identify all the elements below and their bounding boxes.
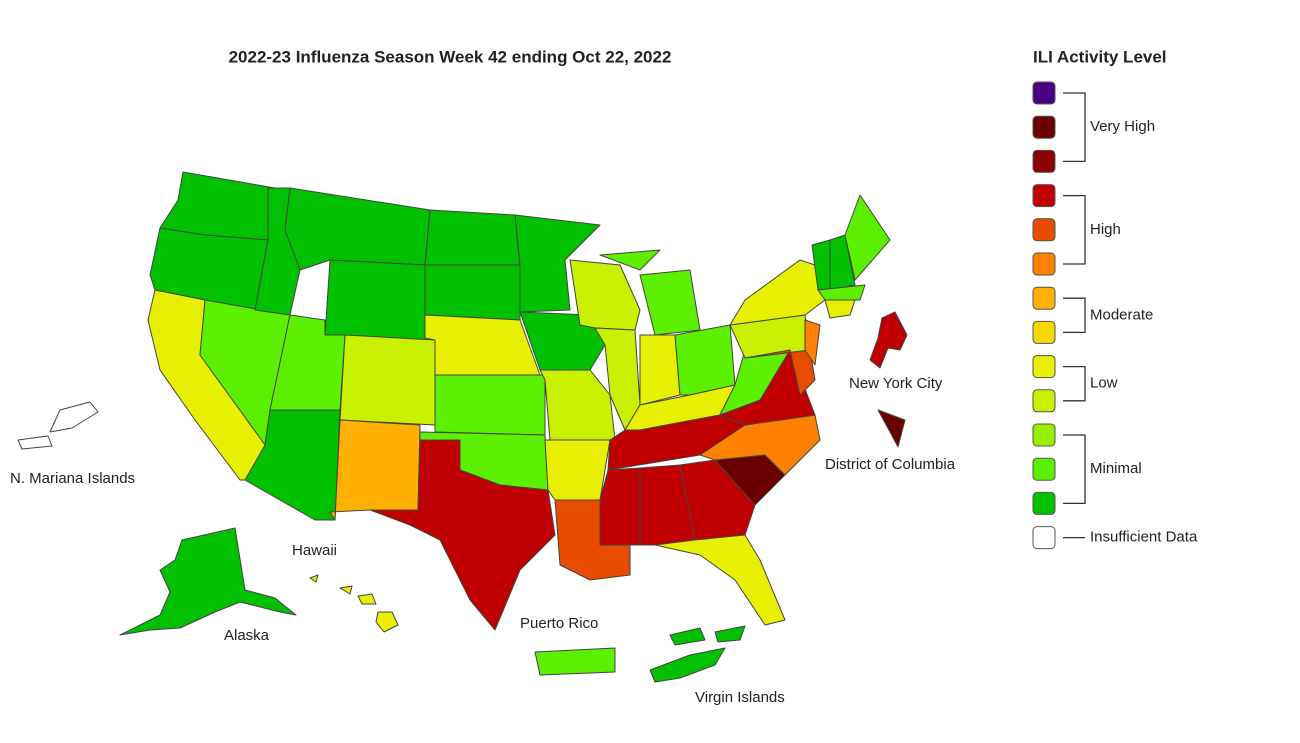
legend-swatch (1032, 320, 1056, 344)
map-title: 2022-23 Influenza Season Week 42 ending … (229, 47, 672, 66)
legend-label: High (1090, 221, 1121, 238)
us-map (17, 171, 908, 683)
legend-swatch (1032, 526, 1056, 550)
legend-bracket (1063, 365, 1086, 402)
legend-swatch (1032, 423, 1056, 447)
map-label: Virgin Islands (695, 689, 785, 706)
legend: Very High High Moderate Low Minimal Insuffici… (1032, 81, 1198, 550)
legend-swatch (1032, 115, 1056, 139)
legend-label: Very High (1090, 118, 1155, 135)
legend-swatch (1032, 491, 1056, 515)
legend-swatch (1032, 389, 1056, 413)
legend-label: Low (1090, 375, 1118, 392)
legend-swatch (1032, 286, 1056, 310)
legend-swatch (1032, 355, 1056, 379)
map-label: Puerto Rico (520, 615, 598, 632)
legend-swatch (1032, 252, 1056, 276)
map-label: District of Columbia (825, 456, 956, 473)
legend-label: Minimal (1090, 460, 1142, 477)
legend-bracket (1063, 297, 1086, 334)
legend-swatch (1032, 457, 1056, 481)
legend-label: Moderate (1090, 306, 1153, 323)
map-label: Hawaii (292, 542, 337, 559)
map-labels: New York City District of Columbia N. Ma… (10, 375, 956, 706)
legend-title: ILI Activity Level (1033, 47, 1167, 66)
legend-bracket (1063, 92, 1086, 163)
map-label: Alaska (224, 627, 270, 644)
map-label: N. Mariana Islands (10, 470, 135, 487)
legend-swatch (1032, 218, 1056, 242)
legend-swatch (1032, 184, 1056, 208)
map-label: New York City (849, 375, 943, 392)
legend-label: Insufficient Data (1090, 529, 1198, 546)
legend-bracket (1063, 434, 1086, 505)
legend-swatch (1032, 149, 1056, 173)
legend-swatch (1032, 81, 1056, 105)
legend-bracket (1063, 194, 1086, 265)
